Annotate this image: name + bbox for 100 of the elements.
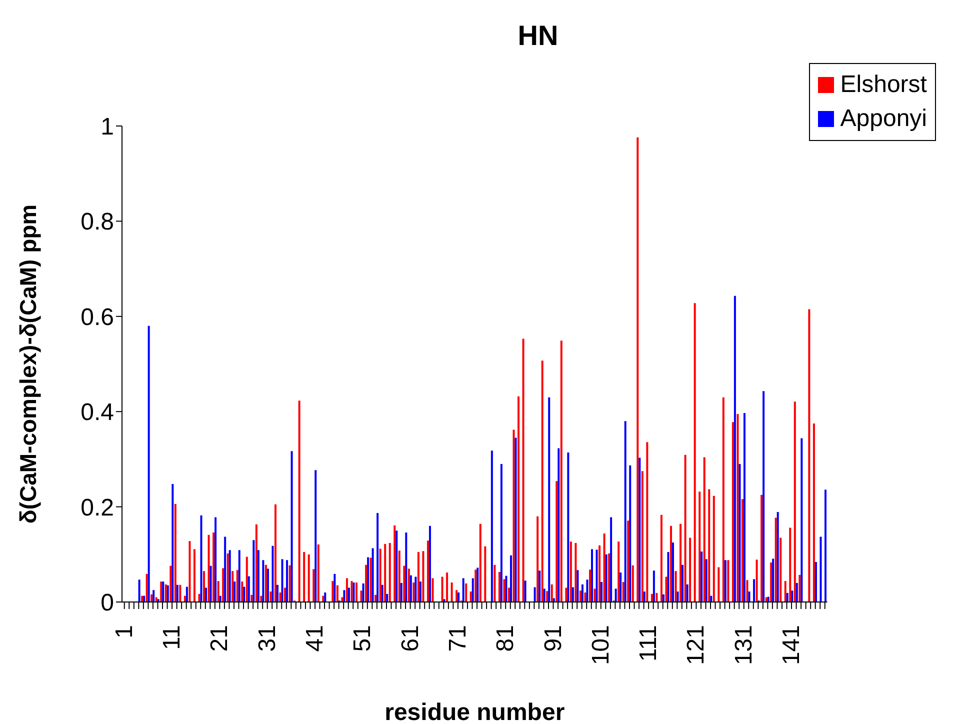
bar bbox=[222, 568, 224, 602]
bar bbox=[376, 512, 379, 602]
bar bbox=[332, 581, 334, 602]
bar bbox=[662, 594, 664, 602]
bar bbox=[472, 578, 474, 602]
bar bbox=[494, 564, 496, 602]
bar bbox=[152, 590, 155, 602]
bar bbox=[343, 590, 346, 602]
bar bbox=[186, 586, 188, 602]
bar bbox=[334, 574, 336, 602]
bar bbox=[205, 588, 208, 602]
bar bbox=[362, 583, 364, 602]
bar bbox=[462, 578, 464, 602]
bar bbox=[784, 581, 786, 602]
bar bbox=[400, 582, 402, 602]
bar bbox=[346, 578, 348, 602]
bar bbox=[632, 565, 634, 602]
bar bbox=[820, 536, 822, 602]
x-tick-label: 81 bbox=[492, 625, 520, 652]
bar bbox=[670, 526, 672, 602]
bar bbox=[705, 559, 708, 602]
bar bbox=[405, 532, 408, 602]
bar bbox=[262, 560, 264, 602]
bar bbox=[281, 559, 284, 602]
bar bbox=[584, 592, 586, 602]
bar bbox=[422, 551, 424, 602]
bar bbox=[638, 458, 641, 602]
bar bbox=[379, 548, 382, 602]
bar bbox=[600, 582, 603, 602]
bar bbox=[279, 592, 282, 602]
bar bbox=[412, 582, 415, 602]
bar bbox=[770, 562, 772, 602]
bar bbox=[188, 541, 191, 602]
bar bbox=[743, 413, 746, 602]
bar bbox=[756, 560, 758, 602]
x-tick-label: 131 bbox=[730, 625, 758, 666]
x-tick-label: 101 bbox=[587, 625, 614, 666]
bar bbox=[641, 471, 644, 602]
bar bbox=[450, 582, 453, 602]
bar bbox=[341, 597, 344, 602]
bar bbox=[598, 545, 601, 602]
bar bbox=[538, 570, 541, 602]
bar bbox=[814, 562, 817, 602]
bar bbox=[214, 517, 217, 602]
bar bbox=[614, 588, 617, 602]
bar bbox=[558, 448, 560, 602]
bar bbox=[789, 528, 792, 602]
bar bbox=[138, 580, 140, 602]
bar bbox=[148, 326, 150, 602]
bar bbox=[250, 594, 253, 602]
bar bbox=[212, 532, 215, 602]
bar bbox=[741, 499, 744, 602]
bar bbox=[541, 360, 544, 602]
bar bbox=[374, 594, 377, 602]
bar bbox=[772, 558, 774, 602]
bar bbox=[550, 584, 553, 602]
bar bbox=[336, 585, 338, 602]
bar bbox=[656, 592, 658, 602]
bar bbox=[552, 598, 555, 602]
bar bbox=[794, 402, 796, 602]
bar bbox=[348, 588, 350, 602]
bar bbox=[660, 514, 662, 602]
bar bbox=[170, 566, 172, 602]
x-tick-label: 31 bbox=[254, 625, 281, 652]
bar bbox=[146, 574, 148, 602]
bar bbox=[565, 588, 568, 602]
bar bbox=[210, 566, 212, 602]
bar bbox=[372, 548, 374, 602]
bar bbox=[226, 553, 229, 602]
bar bbox=[780, 538, 782, 602]
bar bbox=[317, 544, 320, 602]
bar bbox=[252, 540, 255, 602]
legend-label: Apponyi bbox=[840, 104, 927, 134]
bar bbox=[403, 566, 406, 602]
bar bbox=[426, 540, 429, 602]
bar bbox=[360, 590, 362, 602]
x-tick-label: 141 bbox=[778, 625, 806, 666]
bar bbox=[708, 489, 710, 602]
bar bbox=[312, 569, 315, 602]
bar bbox=[734, 296, 736, 602]
bar bbox=[324, 592, 326, 602]
bar bbox=[732, 422, 734, 602]
y-axis-title: δ(CaM-complex)-δ(CaM) ppm bbox=[15, 204, 42, 524]
bar bbox=[748, 592, 750, 602]
bar bbox=[694, 303, 696, 602]
bar bbox=[381, 584, 384, 602]
bar bbox=[672, 542, 674, 602]
bar bbox=[570, 542, 572, 602]
bar bbox=[150, 594, 153, 602]
bar bbox=[241, 582, 244, 602]
bar bbox=[518, 396, 520, 602]
bar bbox=[524, 580, 526, 602]
x-tick-label: 71 bbox=[444, 625, 472, 652]
bar bbox=[284, 588, 286, 602]
bar bbox=[370, 558, 372, 602]
bar bbox=[610, 517, 612, 602]
bar bbox=[238, 550, 240, 602]
bar bbox=[298, 400, 300, 602]
bar bbox=[579, 590, 582, 602]
bar bbox=[622, 582, 624, 602]
